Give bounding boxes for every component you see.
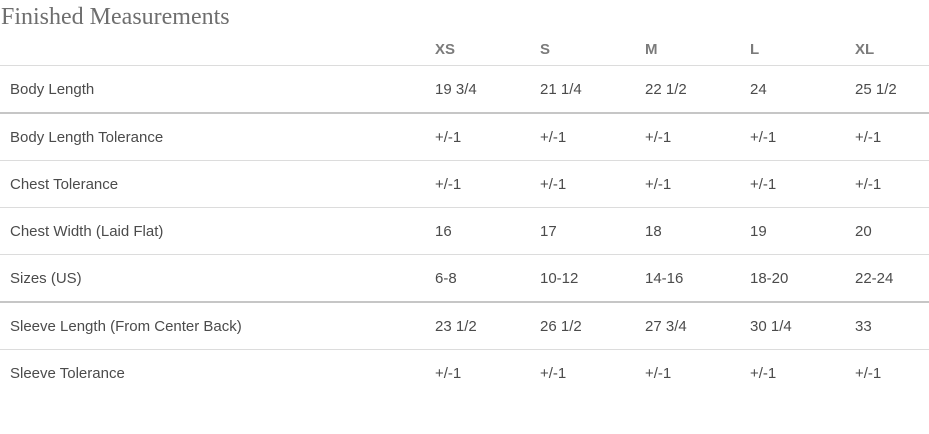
cell-value: +/-1	[540, 128, 567, 146]
row-label: Chest Width (Laid Flat)	[10, 222, 164, 240]
cell-value: +/-1	[750, 364, 777, 382]
size-header-blank	[0, 33, 425, 66]
cell-value: +/-1	[435, 364, 462, 382]
cell-value: 19	[750, 222, 767, 240]
finished-measurements-table: XS S M L XL Body Length 19 3/4 21 1/4 22…	[0, 33, 929, 396]
table-row-body-length: Body Length 19 3/4 21 1/4 22 1/2 24 25 1…	[0, 65, 929, 114]
cell-value: 33	[855, 317, 872, 335]
cell-value: 22 1/2	[645, 80, 687, 98]
cell-value: +/-1	[855, 175, 882, 193]
row-label: Body Length Tolerance	[10, 128, 164, 146]
size-header-s: S	[540, 40, 551, 58]
cell-value: 6-8	[435, 269, 457, 287]
cell-value: +/-1	[645, 128, 672, 146]
cell-value: 27 3/4	[645, 317, 687, 335]
cell-value: +/-1	[645, 175, 672, 193]
row-label: Sizes (US)	[10, 269, 82, 287]
cell-value: 16	[435, 222, 452, 240]
table-row-chest-tolerance: Chest Tolerance +/-1 +/-1 +/-1 +/-1 +/-1	[0, 160, 929, 208]
table-row-sizes-us: Sizes (US) 6-8 10-12 14-16 18-20 22-24	[0, 254, 929, 303]
cell-value: 21 1/4	[540, 80, 582, 98]
size-header-xl: XL	[855, 40, 875, 58]
cell-value: 22-24	[855, 269, 894, 287]
cell-value: +/-1	[435, 128, 462, 146]
cell-value: 18-20	[750, 269, 789, 287]
cell-value: +/-1	[540, 364, 567, 382]
cell-value: 26 1/2	[540, 317, 582, 335]
cell-value: 14-16	[645, 269, 684, 287]
cell-value: 24	[750, 80, 767, 98]
size-header-row: XS S M L XL	[0, 33, 929, 66]
row-label: Body Length	[10, 80, 95, 98]
cell-value: 20	[855, 222, 872, 240]
cell-value: +/-1	[645, 364, 672, 382]
page-title: Finished Measurements	[1, 4, 230, 30]
cell-value: +/-1	[750, 175, 777, 193]
table-row-chest-width: Chest Width (Laid Flat) 16 17 18 19 20	[0, 207, 929, 255]
cell-value: +/-1	[855, 364, 882, 382]
cell-value: 10-12	[540, 269, 579, 287]
cell-value: 19 3/4	[435, 80, 477, 98]
table-row-sleeve-tolerance: Sleeve Tolerance +/-1 +/-1 +/-1 +/-1 +/-…	[0, 349, 929, 397]
table-row-body-length-tolerance: Body Length Tolerance +/-1 +/-1 +/-1 +/-…	[0, 113, 929, 161]
row-label: Sleeve Length (From Center Back)	[10, 317, 242, 335]
cell-value: 18	[645, 222, 662, 240]
cell-value: +/-1	[855, 128, 882, 146]
cell-value: +/-1	[750, 128, 777, 146]
size-header-m: M	[645, 40, 658, 58]
size-header-l: L	[750, 40, 760, 58]
row-label: Sleeve Tolerance	[10, 364, 125, 382]
row-label: Chest Tolerance	[10, 175, 119, 193]
cell-value: 23 1/2	[435, 317, 477, 335]
cell-value: 25 1/2	[855, 80, 897, 98]
cell-value: 30 1/4	[750, 317, 792, 335]
table-row-sleeve-length: Sleeve Length (From Center Back) 23 1/2 …	[0, 302, 929, 350]
cell-value: +/-1	[435, 175, 462, 193]
size-header-xs: XS	[435, 40, 456, 58]
cell-value: 17	[540, 222, 557, 240]
cell-value: +/-1	[540, 175, 567, 193]
